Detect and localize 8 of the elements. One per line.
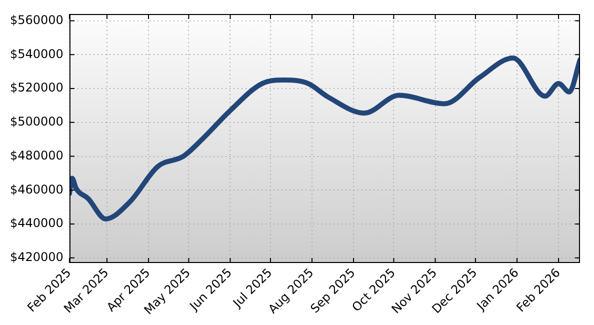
y-tick-label: $520000	[10, 80, 64, 95]
y-tick-label: $500000	[10, 114, 64, 129]
y-tick-label: $460000	[10, 182, 64, 196]
y-tick-label: $480000	[10, 148, 64, 162]
y-tick-label: $440000	[10, 216, 64, 230]
y-tick-label: $540000	[10, 46, 64, 61]
y-tick-label: $420000	[10, 250, 64, 264]
y-tick-label: $560000	[10, 12, 64, 27]
